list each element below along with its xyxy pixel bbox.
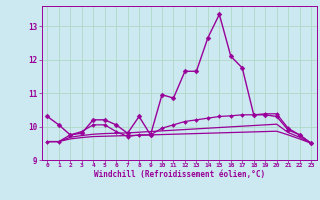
X-axis label: Windchill (Refroidissement éolien,°C): Windchill (Refroidissement éolien,°C) [94, 170, 265, 179]
